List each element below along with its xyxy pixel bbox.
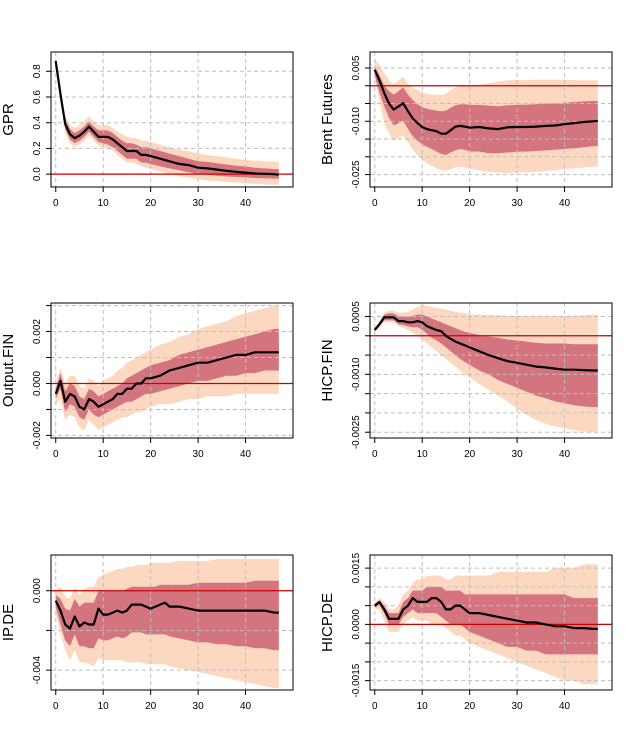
y-tick-label: 0.6	[32, 90, 43, 104]
plot-area	[370, 52, 612, 187]
x-tick-label: 40	[240, 701, 252, 712]
x-tick-label: 20	[464, 701, 476, 712]
plot-frame	[369, 554, 613, 691]
plot-frame	[50, 554, 294, 691]
panel-brent-futures: 0 10 20 30 40 0.005 -0.010 -0.025 Brent Futures	[319, 51, 613, 209]
panel-hicp-de: 0 10 20 30 40 0.0015 0.0000 -0.0015 HICP.DE	[319, 552, 613, 712]
inner-confidence-band	[55, 580, 279, 651]
x-tick-label: 20	[145, 449, 157, 460]
x-tick-label: 0	[53, 198, 59, 209]
x-tick-label: 40	[559, 701, 571, 712]
y-tick-label: 0.2	[32, 141, 43, 155]
x-tick-label: 0	[372, 701, 378, 712]
y-tick-label: 0.0015	[351, 552, 362, 583]
plot-area	[51, 555, 293, 690]
x-tick-label: 40	[559, 198, 571, 209]
y-tick-label: 0.0005	[351, 301, 362, 332]
x-tick-label: 30	[193, 701, 205, 712]
plot-frame	[369, 51, 613, 188]
x-tick-label: 0	[372, 198, 378, 209]
y-tick-label: -0.0010	[351, 357, 362, 391]
x-tick-label: 20	[464, 198, 476, 209]
y-axis-label: HICP.DE	[319, 593, 336, 652]
plot-frame	[369, 302, 613, 439]
x-tick-label: 40	[240, 449, 252, 460]
y-tick-label: -0.025	[351, 160, 362, 189]
y-tick-label: 0.000	[32, 578, 43, 603]
x-tick-label: 10	[98, 198, 110, 209]
inner-confidence-band	[55, 58, 279, 179]
x-tick-label: 10	[417, 449, 429, 460]
y-tick-label: -0.0025	[351, 415, 362, 449]
x-tick-label: 20	[145, 198, 157, 209]
y-tick-label: -0.0015	[351, 663, 362, 697]
y-axis-label: IP.DE	[0, 604, 17, 641]
y-tick-label: 0.000	[32, 371, 43, 396]
median-response-line	[54, 600, 279, 630]
panel-gpr: 0 10 20 30 40 0.0 0.2 0.4 0.6 0.8 GPR	[0, 51, 294, 209]
x-tick-label: 0	[372, 449, 378, 460]
x-tick-label: 0	[53, 701, 59, 712]
plot-area	[51, 303, 293, 438]
y-axis-label: Output.FIN	[0, 334, 17, 407]
x-tick-label: 20	[145, 701, 157, 712]
y-tick-label: 0.005	[351, 55, 362, 80]
panel-hicp-fin: 0 10 20 30 40 0.0005 -0.0010 -0.0025 HICP.FIN	[319, 301, 613, 460]
y-tick-label: 0.4	[32, 115, 43, 129]
median-response-line	[54, 351, 279, 411]
plot-area	[51, 52, 293, 187]
inner-confidence-band	[55, 329, 279, 420]
x-tick-label: 10	[98, 701, 110, 712]
y-axis-label: Brent Futures	[319, 74, 336, 165]
x-tick-label: 30	[512, 449, 524, 460]
x-tick-label: 30	[512, 198, 524, 209]
panel-ip-de: 0 10 20 30 40 0.000 -0.004 IP.DE	[0, 554, 294, 712]
inner-confidence-band	[374, 66, 598, 155]
x-tick-label: 30	[512, 701, 524, 712]
plot-area	[370, 303, 612, 438]
y-tick-label: -0.010	[351, 107, 362, 136]
median-response-line	[373, 316, 598, 372]
x-tick-label: 0	[53, 449, 59, 460]
y-tick-label: 0.0	[32, 167, 43, 181]
plot-area	[370, 555, 612, 690]
median-response-line	[373, 69, 598, 135]
y-tick-label: 0.0000	[351, 609, 362, 640]
y-tick-label: 0.002	[32, 319, 43, 344]
panel-output-fin: 0 10 20 30 40 -0.002 0.000 0.002 Output.FIN	[0, 302, 294, 460]
x-tick-label: 40	[240, 198, 252, 209]
y-tick-label: 0.8	[32, 64, 43, 78]
x-tick-label: 10	[417, 198, 429, 209]
x-tick-label: 10	[417, 701, 429, 712]
y-tick-label: -0.004	[32, 656, 43, 685]
plot-frame	[50, 51, 294, 188]
median-response-line	[54, 60, 279, 176]
median-response-line	[374, 596, 598, 631]
y-tick-label: -0.002	[32, 421, 43, 450]
x-tick-label: 40	[559, 449, 571, 460]
x-tick-label: 20	[464, 449, 476, 460]
y-axis-label: HICP.FIN	[319, 339, 336, 401]
y-axis-label: GPR	[0, 103, 17, 136]
inner-confidence-band	[374, 313, 598, 408]
inner-confidence-band	[374, 586, 598, 655]
x-tick-label: 10	[98, 449, 110, 460]
x-tick-label: 30	[193, 449, 205, 460]
plot-frame	[50, 302, 294, 439]
x-tick-label: 30	[193, 198, 205, 209]
